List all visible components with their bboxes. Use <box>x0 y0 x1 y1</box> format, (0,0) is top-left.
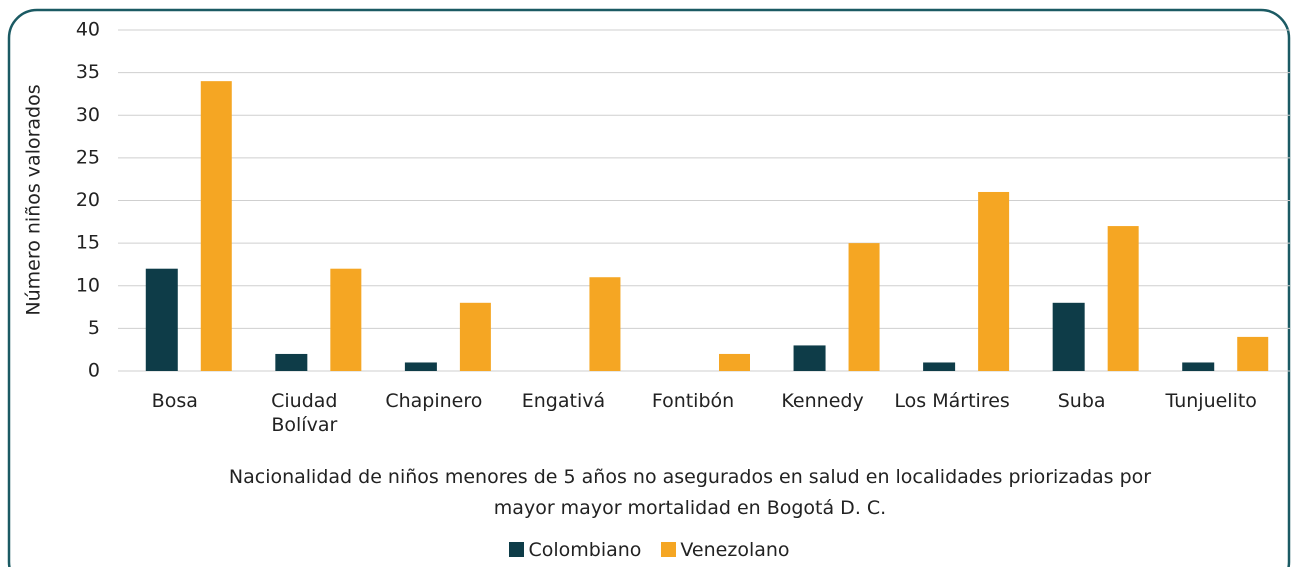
x-tick-label: Los Mártires <box>894 390 1010 412</box>
x-tick-label: Chapinero <box>385 390 483 412</box>
bar <box>793 345 826 371</box>
y-tick-label: 5 <box>88 317 100 339</box>
bar <box>275 353 308 371</box>
x-tick-label: Kennedy <box>781 390 864 412</box>
y-tick-label: 30 <box>76 104 100 126</box>
x-axis-title: Nacionalidad de niños menores de 5 años … <box>228 466 1152 519</box>
bar <box>719 353 750 371</box>
legend-swatch <box>661 542 677 557</box>
y-axis-title: Número niños valorados <box>23 84 45 315</box>
x-tick-label: Engativá <box>521 390 606 412</box>
legend-swatch <box>509 542 525 557</box>
bar <box>978 191 1010 371</box>
bar <box>1107 226 1139 371</box>
bar <box>145 268 178 371</box>
y-tick-label: 20 <box>76 189 100 211</box>
y-tick-label: 40 <box>76 19 100 41</box>
x-tick-label: Ciudad Bolívar <box>271 390 338 436</box>
y-tick-label: 0 <box>88 360 100 382</box>
frame <box>7 8 1291 567</box>
legend-item: Colombiano <box>509 539 641 561</box>
legend-label: Venezolano <box>680 539 790 561</box>
bar <box>404 362 437 371</box>
bar <box>330 268 362 371</box>
x-tick-label: Suba <box>1057 390 1106 412</box>
bar <box>923 362 956 371</box>
bar <box>1052 302 1085 371</box>
x-tick-label: Bosa <box>151 390 198 412</box>
legend: Colombiano Venezolano <box>0 539 1299 561</box>
legend-item: Venezolano <box>661 539 790 561</box>
bar <box>1182 362 1215 371</box>
x-tick-label: Fontibón <box>651 390 735 412</box>
bar <box>200 81 232 372</box>
y-tick-label: 15 <box>76 232 100 254</box>
bar <box>1237 336 1269 371</box>
y-tick-label: 25 <box>76 146 100 168</box>
bar <box>459 302 491 371</box>
x-tick-label: Tunjuelito <box>1165 390 1257 412</box>
y-tick-label: 10 <box>76 274 100 296</box>
y-tick-label: 35 <box>76 61 100 83</box>
legend-label: Colombiano <box>528 539 642 561</box>
bar <box>848 243 880 371</box>
bar <box>589 277 621 371</box>
